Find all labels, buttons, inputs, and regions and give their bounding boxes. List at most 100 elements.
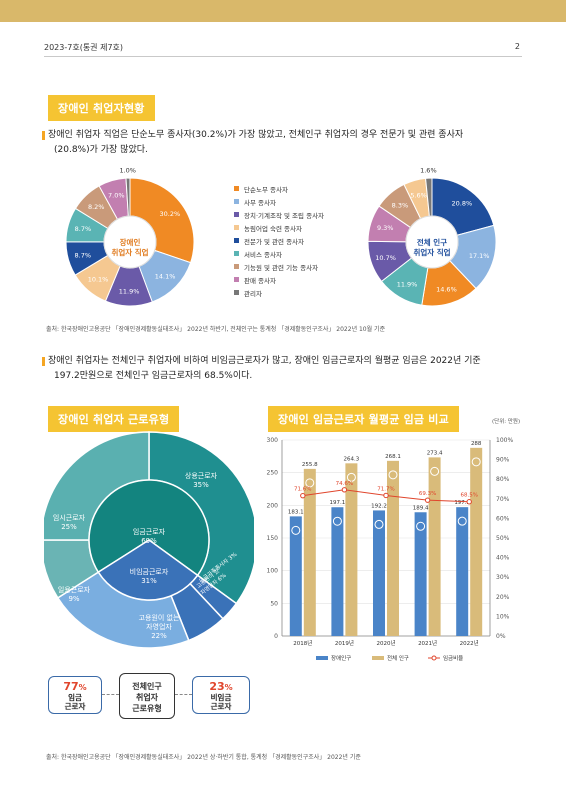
clock-icon bbox=[332, 516, 342, 526]
pie-slice-label: 11.9% bbox=[397, 281, 418, 289]
callout-right-l1: 비임금 bbox=[210, 693, 232, 702]
legend-swatch bbox=[234, 212, 239, 217]
ratio-point bbox=[383, 492, 389, 499]
outer-label-self-without: 고용원이 없는 자영업자 22% bbox=[139, 613, 180, 640]
ratio-point bbox=[341, 487, 348, 493]
ratio-point bbox=[466, 499, 472, 505]
pie-slice-label: 9.3% bbox=[377, 224, 394, 232]
pie-slice-label: 5.6% bbox=[410, 191, 427, 199]
callout-center-l1: 전체인구 bbox=[132, 682, 162, 691]
legend-swatch bbox=[234, 264, 239, 269]
x-tick-label: 2018년 bbox=[293, 639, 312, 647]
legend-label: 임금비율 bbox=[443, 654, 463, 662]
inner-label-wage: 임금근로자 69% bbox=[133, 527, 166, 545]
bar-total bbox=[387, 460, 399, 636]
y2-tick-label: 100% bbox=[496, 437, 513, 444]
pie-chart-total-occupation: 20.8% 17.1% 14.6% 11.9% 10.7% 9.3% 8.3%5.6% 1.6… bbox=[367, 167, 497, 307]
legend-label: 전체 인구 bbox=[387, 654, 409, 662]
legend-swatch bbox=[372, 656, 384, 660]
legend-swatch bbox=[234, 290, 239, 295]
section-title-work-type: 장애인 취업자 근로유형 bbox=[48, 406, 180, 432]
page-number: 2 bbox=[514, 42, 520, 51]
ratio-point bbox=[424, 497, 431, 503]
y2-tick-label: 60% bbox=[496, 515, 510, 522]
legend-swatch bbox=[234, 251, 239, 256]
paragraph-2-line1: 장애인 취업자는 전체인구 취업자에 비하여 비임금근로자가 많고, 장애인 임… bbox=[48, 356, 481, 366]
people-icon bbox=[471, 457, 481, 467]
legend-label: 단순노무 종사자 bbox=[244, 185, 288, 194]
legend-swatch bbox=[234, 225, 239, 230]
callout-center: 전체인구 취업자 근로유형 bbox=[119, 673, 175, 719]
x-tick-label: 2020년 bbox=[376, 639, 395, 647]
y2-tick-label: 90% bbox=[496, 457, 510, 464]
y2-tick-label: 30% bbox=[496, 574, 510, 581]
x-tick-label: 2022년 bbox=[460, 639, 479, 647]
legend-swatch bbox=[234, 238, 239, 243]
donut-hole bbox=[405, 215, 459, 269]
bar-value-total: 268.1 bbox=[385, 454, 401, 460]
legend-item: 장치·기계조작 및 조립 종사자 bbox=[234, 208, 324, 221]
pie-slice-label: 10.1% bbox=[88, 276, 109, 284]
y-tick-label: 200 bbox=[267, 502, 279, 509]
people-icon bbox=[346, 472, 356, 482]
source-note-1: 출처: 한국장애인고용공단 「장애인경제활동실태조사」 2022년 하반기, 전… bbox=[46, 326, 386, 333]
pie-slice-label: 10.7% bbox=[375, 254, 396, 262]
y-tick-label: 100 bbox=[267, 568, 279, 575]
bar-value-disabled: 192.2 bbox=[371, 503, 387, 509]
y2-tick-label: 50% bbox=[496, 535, 510, 542]
ratio-label: 69.3% bbox=[419, 491, 436, 497]
legend-label: 관리자 bbox=[244, 289, 262, 298]
y-tick-label: 250 bbox=[267, 470, 279, 477]
section-title-wage: 장애인 임금근로자 월평균 임금 비교 bbox=[268, 406, 459, 432]
legend-item: 기능원 및 관련 기능 종사자 bbox=[234, 260, 324, 273]
y2-tick-label: 80% bbox=[496, 476, 510, 483]
legend-swatch bbox=[316, 656, 328, 660]
clock-icon bbox=[291, 525, 301, 535]
bullet-mark bbox=[42, 357, 45, 366]
callout-left-pct: 77% bbox=[63, 680, 87, 693]
bar-value-total: 273.4 bbox=[427, 450, 443, 456]
people-icon bbox=[430, 466, 440, 476]
bar-total bbox=[428, 457, 441, 636]
legend-item: 전문가 및 관련 종사자 bbox=[234, 234, 324, 247]
callout-left-l1: 임금 bbox=[68, 693, 82, 702]
clock-icon bbox=[457, 516, 467, 526]
legend-label: 전문가 및 관련 종사자 bbox=[244, 237, 305, 246]
paragraph-1: 장애인 취업자 직업은 단순노무 종사자(30.2%)가 가장 많았고, 전체인… bbox=[42, 128, 463, 158]
y2-tick-label: 40% bbox=[496, 555, 510, 562]
bar-total bbox=[303, 468, 316, 636]
y-tick-label: 0 bbox=[274, 633, 278, 640]
bar-value-disabled: 197.2 bbox=[454, 500, 470, 506]
legend-swatch bbox=[234, 277, 239, 282]
pie-slice-label: 11.9% bbox=[119, 287, 140, 295]
unit-label: (단위: 만원) bbox=[492, 419, 521, 425]
bar-value-disabled: 197.1 bbox=[330, 500, 346, 506]
paragraph-1-line2: (20.8%)가 가장 많았다. bbox=[54, 145, 148, 155]
outer-label-temporary: 임시근로자 25% bbox=[53, 513, 86, 531]
clock-icon bbox=[374, 519, 384, 529]
bar-disabled bbox=[456, 507, 469, 636]
pie-slice-label: 20.8% bbox=[451, 200, 472, 208]
inner-slice-nonwage bbox=[97, 538, 199, 601]
top-band bbox=[0, 0, 566, 22]
legend-label: 장치·기계조작 및 조립 종사자 bbox=[244, 211, 325, 220]
callout-center-l3: 근로유형 bbox=[132, 704, 162, 713]
section-title-employment: 장애인 취업자현황 bbox=[48, 95, 155, 121]
pie-slice-label: 7.0% bbox=[108, 191, 125, 199]
legend-label: 판매 종사자 bbox=[244, 276, 276, 285]
legend-item: 사무 종사자 bbox=[234, 195, 324, 208]
bar-disabled bbox=[373, 510, 385, 636]
legend-label: 기능원 및 관련 기능 종사자 bbox=[244, 263, 319, 272]
clock-icon bbox=[416, 521, 426, 531]
paragraph-2-line2: 197.2만원으로 전체인구 임금근로자의 68.5%이다. bbox=[54, 371, 253, 381]
donut-hole bbox=[103, 215, 157, 269]
header-divider bbox=[44, 56, 522, 57]
pie-slice-label: 1.6% bbox=[420, 167, 437, 175]
bar-value-total: 264.3 bbox=[344, 456, 360, 462]
bar-value-total: 288 bbox=[471, 441, 482, 447]
callout-right-l2: 근로자 bbox=[210, 702, 232, 711]
ratio-label: 74.6% bbox=[336, 481, 353, 487]
pie-slice-label: 1.0% bbox=[119, 167, 136, 175]
ratio-label: 71.6% bbox=[294, 487, 311, 493]
bar-value-total: 255.8 bbox=[302, 462, 318, 468]
